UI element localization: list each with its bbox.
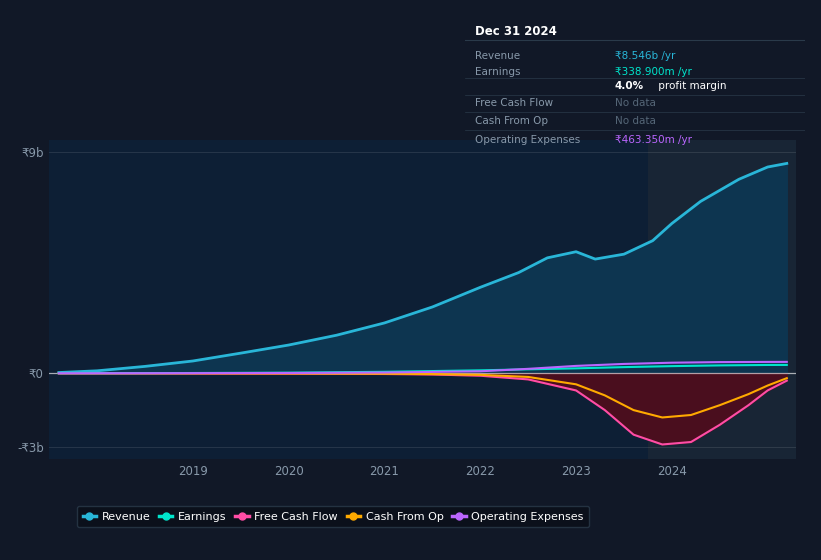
Text: Cash From Op: Cash From Op (475, 116, 548, 127)
Bar (648, 140, 796, 459)
Text: Revenue: Revenue (475, 50, 521, 60)
Text: 4.0%: 4.0% (615, 81, 644, 91)
Text: Earnings: Earnings (475, 67, 521, 77)
Text: ₹338.900m /yr: ₹338.900m /yr (615, 67, 691, 77)
Text: Dec 31 2024: Dec 31 2024 (475, 25, 557, 38)
Text: profit margin: profit margin (655, 81, 727, 91)
Text: No data: No data (615, 98, 655, 108)
Text: ₹463.350m /yr: ₹463.350m /yr (615, 134, 691, 144)
Text: Operating Expenses: Operating Expenses (475, 134, 580, 144)
Legend: Revenue, Earnings, Free Cash Flow, Cash From Op, Operating Expenses: Revenue, Earnings, Free Cash Flow, Cash … (77, 506, 589, 527)
Text: No data: No data (615, 116, 655, 127)
Text: Free Cash Flow: Free Cash Flow (475, 98, 553, 108)
Text: ₹8.546b /yr: ₹8.546b /yr (615, 50, 675, 60)
